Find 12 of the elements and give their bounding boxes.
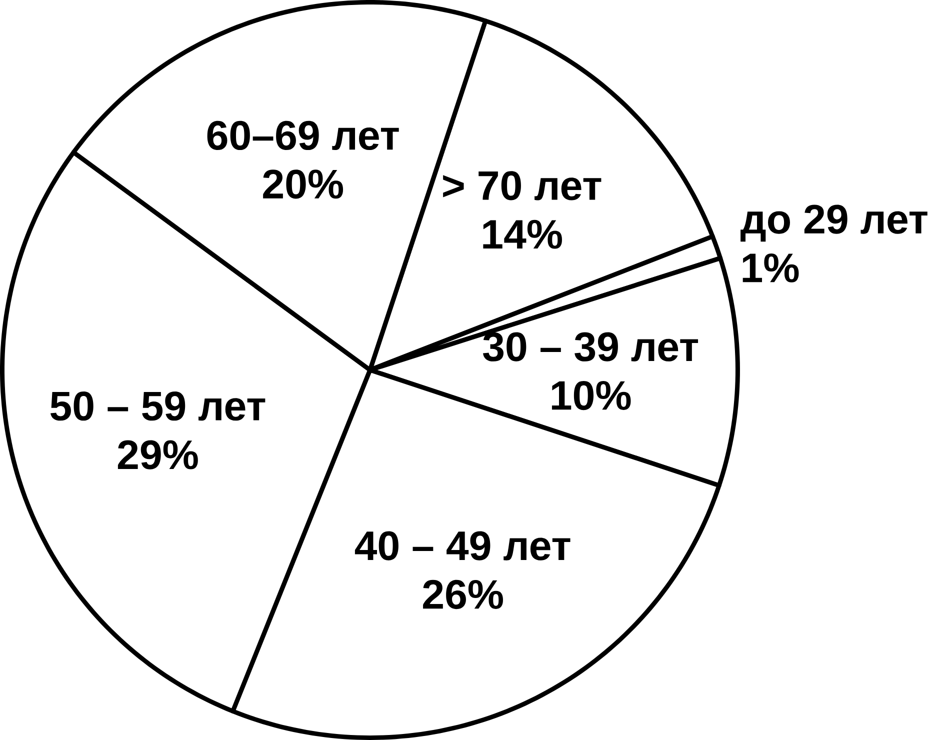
- data-label: 20%: [263, 170, 344, 199]
- slice-label: 60–69 лет: [207, 120, 399, 150]
- slice-label: 40 – 49 лет: [354, 531, 570, 560]
- slice-label: 50 – 59 лет: [50, 392, 266, 421]
- slice-label: до 29 лет: [740, 204, 928, 242]
- data-label: 14%: [483, 220, 562, 249]
- data-label: 10%: [552, 380, 631, 410]
- slice-label: 30 – 39 лет: [483, 332, 698, 362]
- slice-label: > 70 лет: [443, 171, 602, 200]
- data-label: 1%: [742, 253, 799, 282]
- data-label: 26%: [423, 580, 503, 610]
- data-label: 29%: [118, 440, 198, 470]
